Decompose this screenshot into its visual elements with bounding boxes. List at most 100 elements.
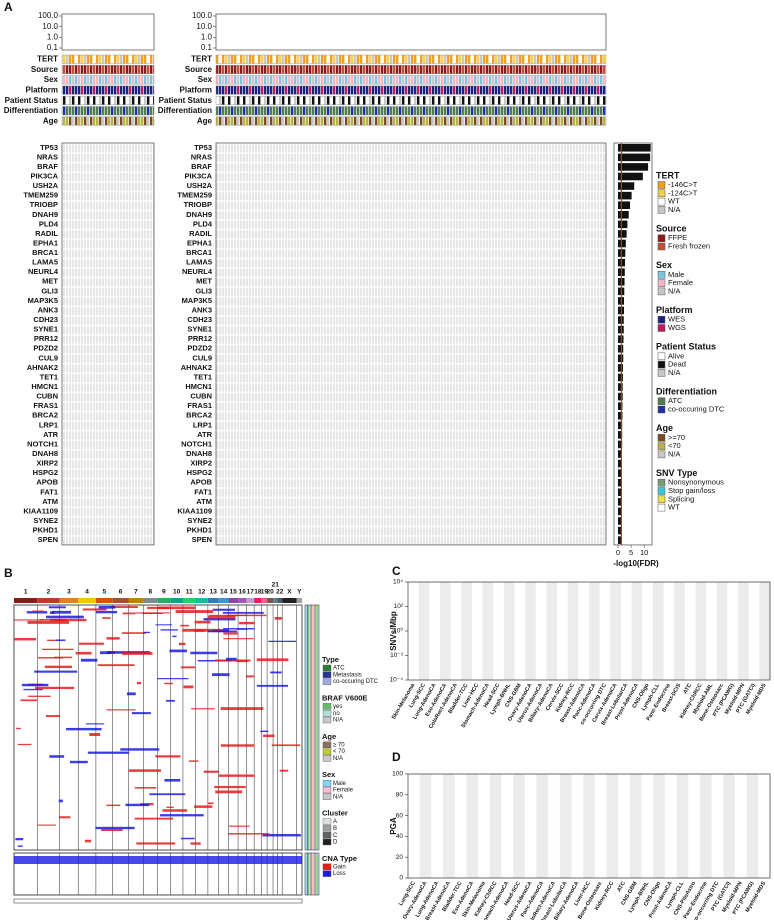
gene-label: TET1	[40, 372, 58, 381]
legend-label: Female	[333, 788, 354, 794]
fdr-bar	[618, 201, 631, 209]
y-tick-label: 10²	[394, 603, 404, 610]
gene-label: KIAA1109	[23, 506, 58, 515]
chromosome-bar	[228, 598, 239, 603]
heatmap-texture	[14, 856, 302, 864]
fdr-bar	[618, 488, 622, 497]
legend-label: Alive	[668, 351, 684, 360]
annotation-row	[215, 75, 607, 85]
band	[674, 582, 685, 680]
gene-label: ATR	[43, 430, 58, 439]
heatmap-texture	[239, 621, 255, 625]
heatmap-texture	[207, 802, 214, 805]
chromosome-bar	[157, 598, 171, 603]
legend-title: Sex	[322, 770, 336, 779]
heatmap-texture	[21, 683, 49, 687]
y-tick-label: 60	[396, 812, 404, 819]
gene-label: NOTCH1	[181, 439, 212, 448]
legend-title: BRAF V600E	[322, 693, 367, 702]
annotation-row	[215, 116, 607, 126]
gene-label: FRAS1	[187, 401, 212, 410]
heatmap-texture	[134, 787, 157, 789]
fdr-bar	[618, 182, 635, 190]
heatmap-texture	[101, 829, 123, 832]
band	[419, 774, 432, 878]
fdr-bar	[618, 431, 623, 439]
annotation-row-label: TERT	[37, 55, 58, 64]
chromosome-label: 14	[220, 589, 228, 596]
heatmap-texture	[180, 837, 195, 840]
legend-swatch	[322, 863, 332, 870]
heatmap-texture	[149, 793, 186, 796]
panel-label: B	[4, 566, 13, 580]
heatmap-texture	[17, 743, 32, 746]
legend-label: A	[333, 819, 337, 825]
y-tick-label: 40	[396, 833, 404, 840]
heatmap-texture	[194, 620, 211, 624]
annotation-column	[304, 852, 320, 896]
chromosome-label: 9	[162, 589, 166, 596]
annotation-row-label: Age	[43, 116, 59, 125]
y-tick-label: 0.1	[47, 43, 59, 52]
legend-swatch	[657, 478, 666, 487]
legend-label: ATC	[333, 666, 345, 672]
legend-swatch	[657, 197, 666, 206]
heatmap-texture	[42, 648, 74, 651]
gene-label: LAMA5	[186, 258, 212, 267]
legend-swatch	[322, 748, 332, 755]
band	[629, 774, 642, 878]
fdr-bar	[618, 411, 623, 420]
heatmap-texture	[260, 730, 269, 733]
fdr-bar	[618, 459, 622, 468]
gene-label: TP53	[40, 143, 58, 152]
gene-label: SYNE1	[33, 325, 58, 334]
heatmap-texture	[223, 638, 254, 640]
fdr-bar	[618, 536, 622, 544]
plot-frame	[407, 773, 771, 879]
legend-label: <70	[668, 441, 681, 450]
band	[589, 582, 600, 680]
gene-label: RADIL	[35, 229, 58, 238]
annotation-row	[215, 95, 607, 105]
heatmap-texture	[209, 614, 248, 616]
band	[631, 582, 643, 680]
gene-label: RADIL	[189, 229, 212, 238]
band	[461, 582, 472, 680]
y-tick-label: 10⁰	[393, 627, 403, 635]
legend-title: CNA Type	[322, 854, 357, 863]
heatmap-texture	[147, 606, 169, 609]
chromosome-label: 10	[173, 589, 181, 596]
annotation-row-label: Age	[197, 116, 213, 125]
band	[759, 582, 770, 680]
gene-label: CDH23	[33, 315, 58, 324]
legend-label: ATC	[668, 396, 683, 405]
legend-label: N/A	[333, 756, 343, 762]
heatmap-texture	[45, 715, 61, 718]
gene-label: HSPG2	[187, 468, 212, 477]
heatmap-texture	[75, 651, 92, 655]
chromosome-label: 22	[276, 589, 284, 596]
heatmap-texture	[246, 675, 255, 678]
oncoprint-grid	[215, 142, 607, 546]
legend-label: N/A	[668, 368, 681, 377]
fdr-bar	[618, 191, 632, 200]
fdr-bar	[618, 392, 623, 401]
gene-label: CUL9	[38, 353, 58, 362]
chromosome-label: 20	[266, 589, 274, 596]
heatmap-texture	[180, 624, 190, 627]
heatmap-texture	[207, 630, 237, 633]
y-tick-label: 10.0	[42, 22, 58, 31]
heatmap-texture	[89, 733, 101, 736]
x-tick-label: 5	[629, 548, 633, 557]
chromosome-label: 6	[119, 589, 123, 596]
gene-label: BRCA2	[186, 411, 212, 420]
chromosome-label: 5	[102, 589, 106, 596]
gene-label: ATM	[196, 497, 212, 506]
gene-label: BRCA2	[32, 411, 58, 420]
gene-label: CDH23	[187, 315, 212, 324]
gene-label: HMCN1	[185, 382, 212, 391]
annotation-row-label: Source	[185, 65, 213, 74]
legend-swatch	[657, 189, 666, 198]
annotation-row-label: Platform	[180, 86, 212, 95]
